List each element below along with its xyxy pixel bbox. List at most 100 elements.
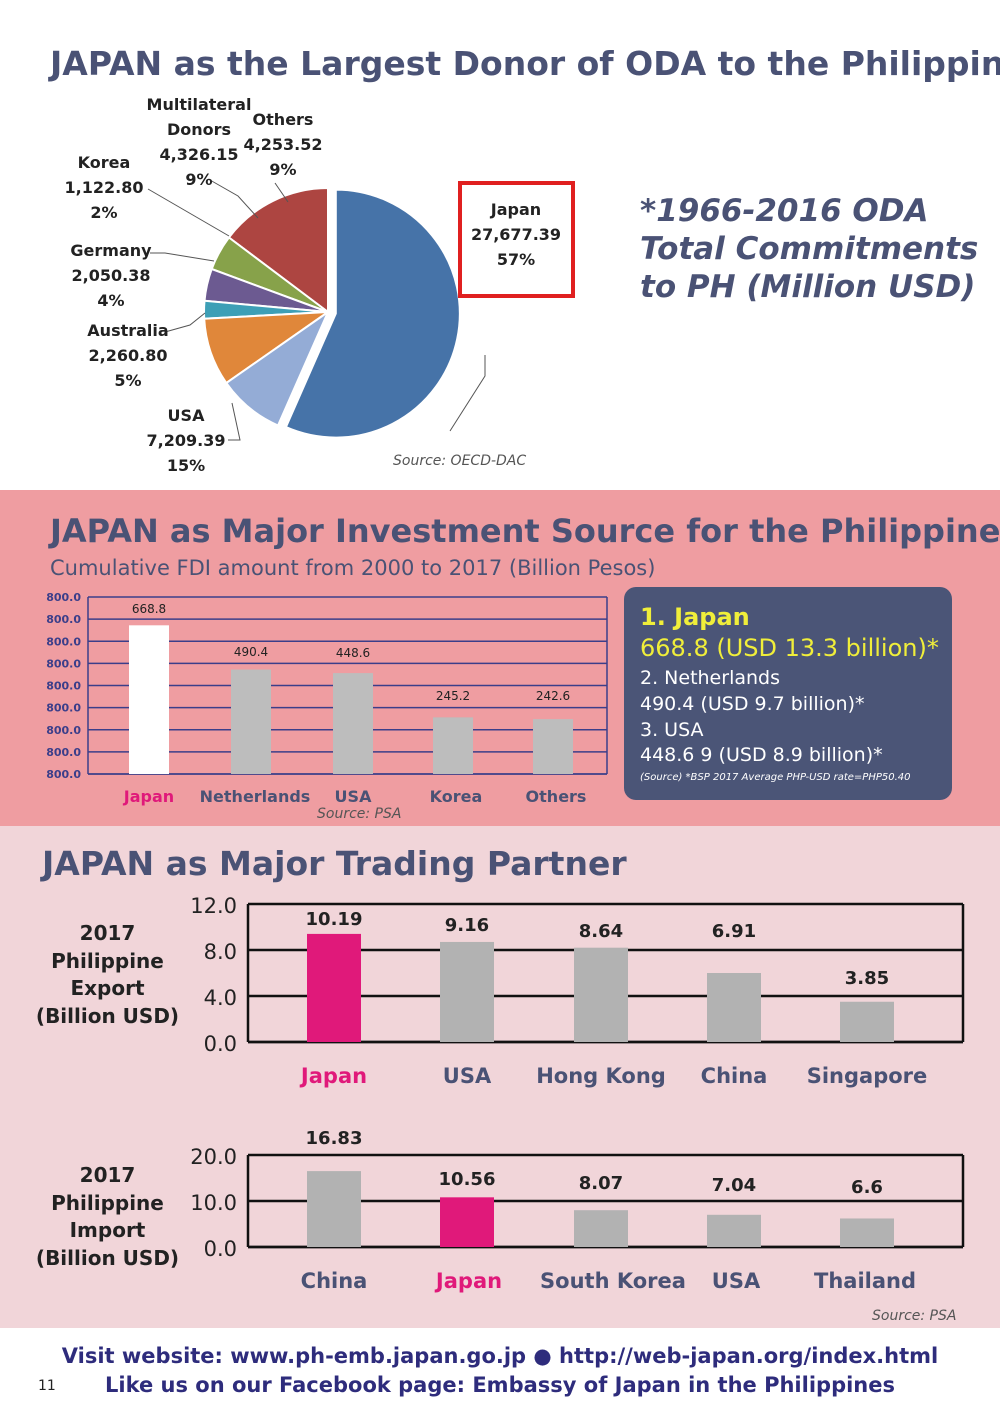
import-label-line4: (Billion USD) [35, 1245, 180, 1270]
pie-slice-others [224, 309, 331, 427]
value-label-netherlands: 490.4 [234, 645, 268, 659]
oda-pie-chart: Japan 27,677.39 57% USA 7,209.39 15% Aus… [65, 95, 575, 475]
bar-japan [440, 1197, 494, 1247]
pie-label-others-pct: 9% [269, 160, 296, 179]
bar-usa [333, 673, 373, 774]
bar-japan [129, 625, 169, 774]
y-tick-label: 800.0 [46, 746, 81, 759]
value-label-japan: 10.56 [439, 1169, 496, 1190]
import-label-line1: 2017 [79, 1163, 136, 1187]
pie-label-australia-pct: 5% [114, 371, 141, 390]
leader-australia [164, 312, 206, 333]
y-tick-label: 12.0 [190, 894, 237, 918]
value-label-japan: 668.8 [132, 602, 166, 616]
pie-label-korea-name: Korea [78, 153, 131, 172]
fdi-subtitle: Cumulative FDI amount from 2000 to 2017 … [50, 556, 656, 580]
category-label-usa: USA [335, 787, 373, 806]
bar-china [707, 973, 761, 1042]
pie-slice-japan [284, 188, 461, 439]
info-rank2: 2. Netherlands [640, 667, 780, 689]
leader-germany [150, 252, 215, 262]
pie-label-others-value: 4,253.52 [244, 135, 323, 154]
pie-label-japan-value: 27,677.39 [471, 225, 561, 244]
pie-label-korea-pct: 2% [90, 203, 117, 222]
category-label-china: China [701, 1064, 768, 1088]
info-rank3-value: 448.6 9 (USD 8.9 billion)* [640, 744, 883, 766]
oda-note-line3: to PH (Million USD) [640, 269, 976, 305]
pie-label-usa-name: USA [168, 406, 206, 425]
bar-china [307, 1171, 361, 1247]
info-rank1-value: 668.8 (USD 13.3 billion)* [640, 634, 939, 662]
export-label-line1: 2017 [79, 921, 136, 945]
pie-slice-usa [227, 186, 329, 315]
y-tick-label: 4.0 [204, 986, 237, 1010]
y-tick-label: 800.0 [46, 724, 81, 737]
pie-label-germany-name: Germany [70, 241, 152, 260]
category-label-usa: USA [443, 1064, 492, 1088]
oda-note-line2: Total Commitments [640, 231, 979, 267]
info-footnote: (Source) *BSP 2017 Average PHP-USD rate=… [640, 772, 911, 783]
category-label-singapore: Singapore [807, 1064, 928, 1088]
pie-label-japan-pct: 57% [497, 250, 535, 269]
y-tick-label: 0.0 [204, 1032, 237, 1056]
bar-thailand [840, 1218, 894, 1247]
y-tick-label: 800.0 [46, 680, 81, 693]
value-label-china: 6.91 [712, 921, 756, 942]
footer-website-line[interactable]: Visit website: www.ph-emb.japan.go.jp ● … [61, 1344, 939, 1368]
category-label-usa: USA [712, 1269, 761, 1293]
pie-label-germany-value: 2,050.38 [72, 266, 151, 285]
pie-label-usa-pct: 15% [167, 456, 205, 475]
y-tick-label: 20.0 [190, 1145, 237, 1169]
bar-korea [433, 717, 473, 774]
export-label: 2017 Philippine Export (Billion USD) [30, 920, 185, 1030]
pie-label-germany-pct: 4% [97, 291, 124, 310]
bar-usa [707, 1214, 761, 1247]
y-tick-label: 800.0 [46, 768, 81, 781]
bar-singapore [840, 1001, 894, 1042]
bar-hong-kong [574, 947, 628, 1042]
bar-japan [307, 933, 361, 1042]
category-label-others: Others [526, 787, 587, 806]
import-label: 2017 Philippine Import (Billion USD) [30, 1162, 185, 1272]
footer-facebook-line[interactable]: Like us on our Facebook page: Embassy of… [104, 1373, 895, 1397]
bar-netherlands [231, 669, 271, 774]
pie-label-multilateral-name2: Donors [167, 120, 231, 139]
y-tick-label: 8.0 [204, 940, 237, 964]
fdi-info-box: 1. Japan 668.8 (USD 13.3 billion)* 2. Ne… [624, 587, 952, 800]
leader-others [274, 182, 289, 203]
oda-note-line1: *1966-2016 ODA [640, 193, 929, 229]
value-label-usa: 9.16 [445, 915, 489, 936]
japan-highlight-box [458, 181, 575, 298]
pie-label-usa-value: 7,209.39 [147, 431, 226, 450]
value-label-usa: 448.6 [336, 646, 370, 660]
category-label-china: China [301, 1269, 368, 1293]
category-label-japan: Japan [434, 1269, 502, 1293]
leader-multilateral [209, 179, 259, 219]
category-label-hong-kong: Hong Kong [536, 1064, 666, 1088]
trade-section [0, 826, 1000, 1328]
category-label-japan: Japan [123, 787, 174, 806]
y-tick-label: 800.0 [46, 613, 81, 626]
fdi-bar-chart: 800.0 800.0 800.0 800.0 800.0 800.0 800.0 800.0… [46, 591, 608, 806]
info-rank2-value: 490.4 (USD 9.7 billion)* [640, 693, 865, 715]
category-label-netherlands: Netherlands [200, 787, 311, 806]
value-label-singapore: 3.85 [845, 968, 889, 989]
pie-label-japan-name: Japan [490, 200, 541, 219]
oda-title: JAPAN as the Largest Donor of ODA to the… [50, 44, 1000, 83]
value-label-usa: 7.04 [712, 1175, 756, 1196]
import-label-line3: Import [69, 1218, 146, 1242]
bar-usa [440, 941, 494, 1042]
trade-source: Source: PSA [872, 1308, 957, 1324]
value-label-japan: 10.19 [306, 909, 363, 930]
y-tick-label: 800.0 [46, 591, 81, 604]
fdi-title: JAPAN as Major Investment Source for the… [50, 512, 1000, 550]
export-label-line4: (Billion USD) [35, 1003, 180, 1028]
pie-label-multilateral-name1: Multilateral [147, 95, 252, 114]
pie-label-others-name: Others [253, 110, 314, 129]
footer-section [0, 1328, 1000, 1417]
export-label-line2: Philippine [51, 948, 164, 973]
leader-korea [147, 188, 230, 237]
y-tick-label: 800.0 [46, 657, 81, 670]
info-rank1: 1. Japan [640, 603, 750, 631]
y-tick-label: 800.0 [46, 702, 81, 715]
